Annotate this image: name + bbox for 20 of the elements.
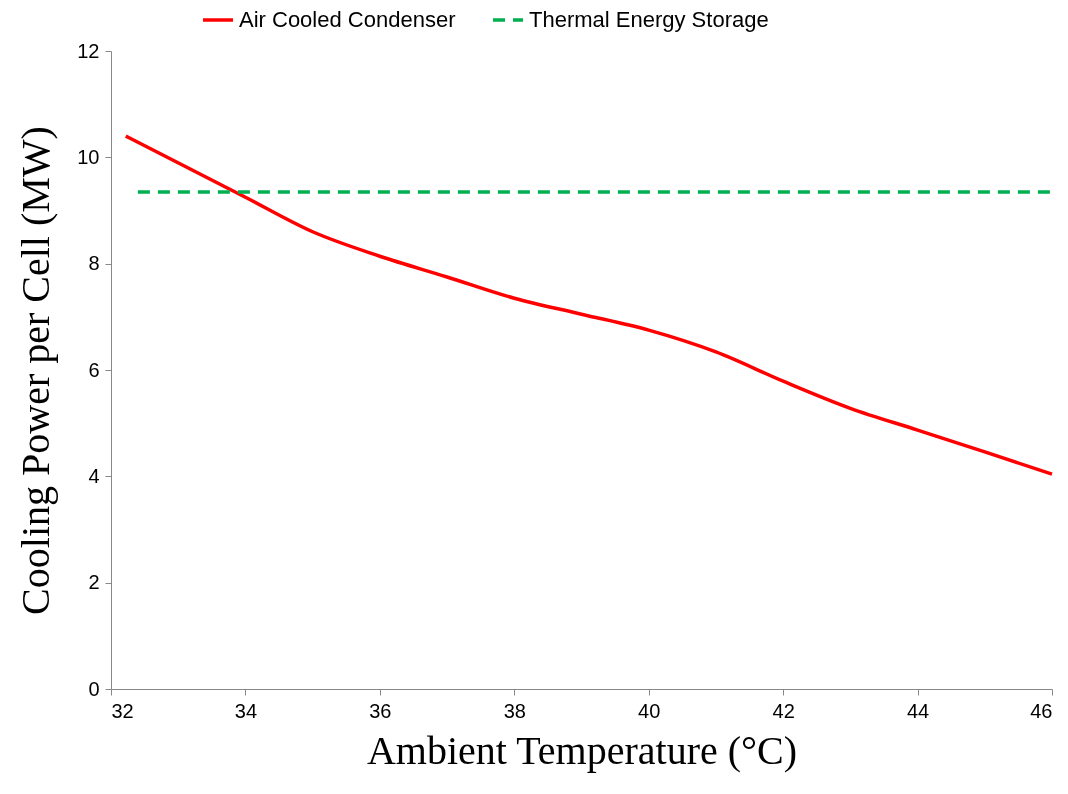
y-axis-title: Cooling Power per Cell (MW): [13, 126, 59, 615]
x-tick-label: 34: [234, 699, 258, 722]
x-tick-label: 32: [111, 699, 134, 722]
y-tick-label: 8: [88, 252, 100, 275]
y-tick-label: 0: [88, 677, 100, 700]
y-tick-label: 2: [88, 571, 100, 594]
y-tick-label: 12: [77, 39, 100, 62]
y-tick-label: 10: [77, 145, 100, 168]
line-series: [124, 134, 1054, 476]
x-axis-title: Ambient Temperature (°C): [366, 727, 798, 773]
x-tick-label: 44: [906, 699, 930, 722]
x-tick-label: 40: [638, 699, 661, 722]
y-tick-label: 4: [88, 464, 100, 487]
x-tick-label: 36: [369, 699, 392, 722]
y-tick-label: 6: [88, 358, 100, 381]
x-tick-label: 42: [772, 699, 795, 722]
legend-label: Thermal Energy Storage: [529, 7, 769, 32]
x-tick-label: 46: [1030, 699, 1053, 722]
legend-label: Air Cooled Condenser: [239, 7, 456, 32]
x-tick-label: 38: [503, 699, 526, 722]
